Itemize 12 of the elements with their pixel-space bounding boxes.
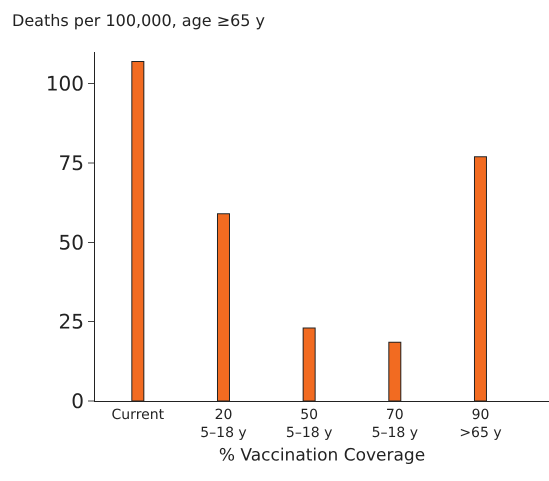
x-tick-label: 70 5–18 y [372, 406, 418, 441]
x-tick-label: 20 5–18 y [200, 406, 247, 441]
y-tick-label: 50 [58, 230, 84, 254]
x-tick-label: 50 5–18 y [286, 406, 332, 441]
x-tick-label: 90 >65 y [459, 406, 502, 441]
y-tick-label: 75 [58, 151, 84, 176]
y-tick-label: 0 [71, 389, 84, 413]
y-tick-label: 25 [58, 310, 84, 334]
y-tick-label: 100 [46, 72, 84, 96]
x-axis-title: % Vaccination Coverage [218, 445, 426, 466]
x-tick-label: Current [112, 406, 165, 423]
y-axis-title: Deaths per 100,000, age ≥65 y [12, 11, 266, 30]
